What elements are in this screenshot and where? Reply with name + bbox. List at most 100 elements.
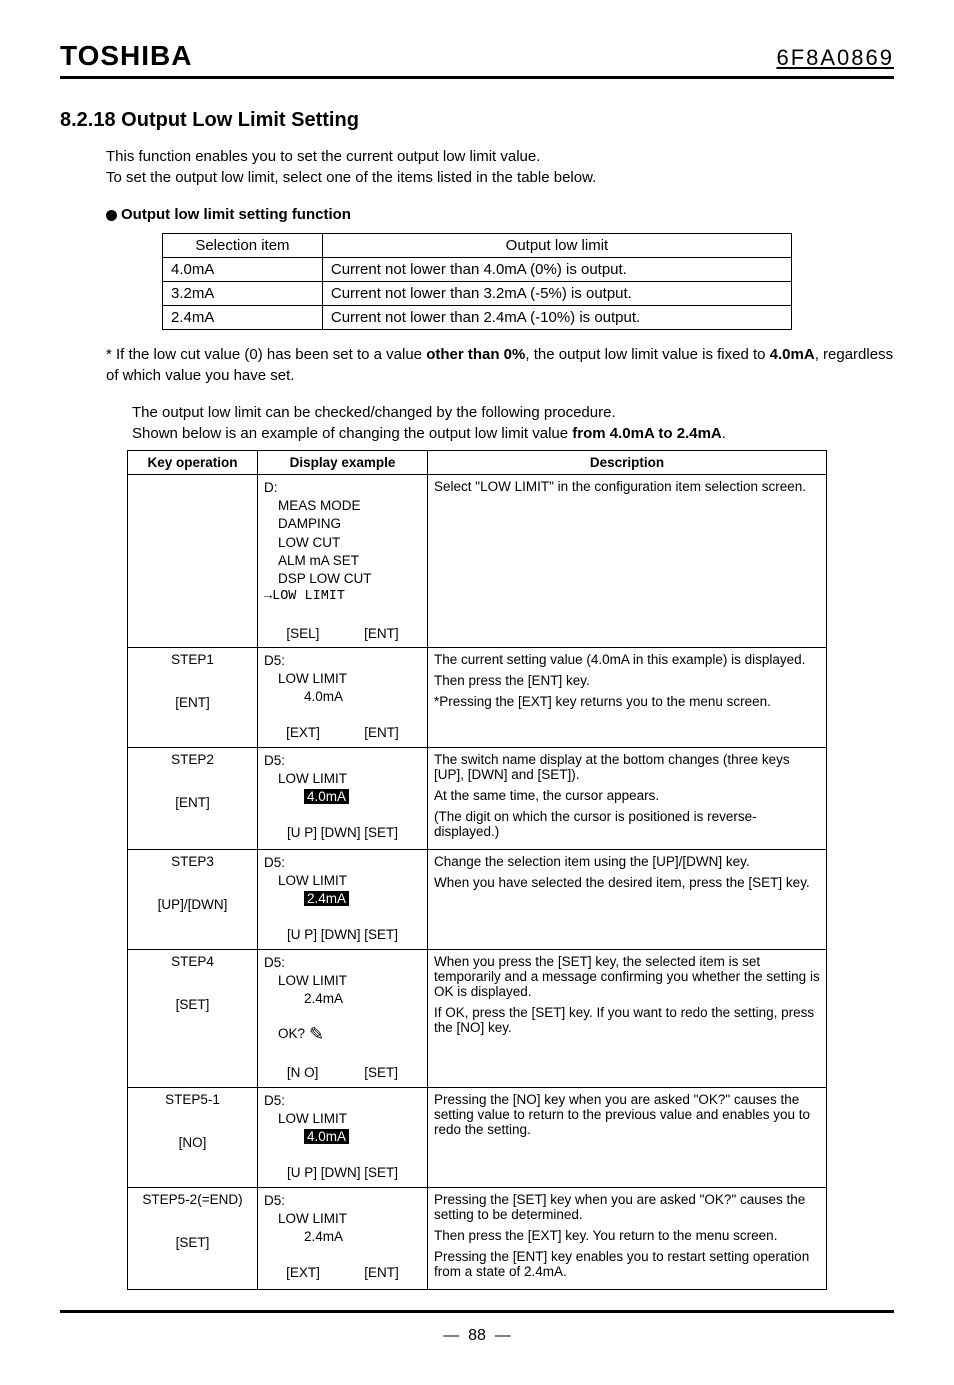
disp-header: D5: <box>264 854 421 872</box>
mid-line-2b: from 4.0mA to 2.4mA <box>572 425 721 442</box>
desc-text: Pressing the [ENT] key enables you to re… <box>434 1249 820 1279</box>
note-pre: * If the low cut value (0) has been set … <box>106 346 426 363</box>
func-cell: 2.4mA <box>163 306 323 330</box>
step-label: STEP5-1 <box>134 1092 251 1107</box>
desc-text: Select "LOW LIMIT" in the configuration … <box>434 479 820 494</box>
display-cell: D5: LOW LIMIT 4.0mA [EXT] [ENT] <box>258 647 428 747</box>
note-text: * If the low cut value (0) has been set … <box>106 344 894 386</box>
steps-th-2: Display example <box>258 451 428 475</box>
disp-line: LOW LIMIT <box>264 972 421 990</box>
section-heading: Output Low Limit Setting <box>121 109 359 131</box>
desc-text: Change the selection item using the [UP]… <box>434 854 820 869</box>
pencil-icon: ✎ <box>309 1022 324 1046</box>
softkey-label: [U P] [DWN] [SET] <box>287 1164 398 1182</box>
disp-header: D5: <box>264 1192 421 1210</box>
intro-line-1: This function enables you to set the cur… <box>106 146 894 167</box>
intro-text: This function enables you to set the cur… <box>106 146 894 188</box>
disp-header: D5: <box>264 752 421 770</box>
key-label: [ENT] <box>134 795 251 810</box>
softkey-label: [ENT] <box>364 724 399 742</box>
func-cell: Current not lower than 4.0mA (0%) is out… <box>322 258 791 282</box>
menu-item: ALM mA SET <box>264 552 421 570</box>
display-cell: D: MEAS MODE DAMPING LOW CUT ALM mA SET … <box>258 475 428 648</box>
disp-line: LOW LIMIT <box>264 872 421 890</box>
display-cell: D5: LOW LIMIT 2.4mA [EXT] [ENT] <box>258 1187 428 1289</box>
ok-prompt: OK? <box>278 1025 305 1043</box>
desc-cell: Select "LOW LIMIT" in the configuration … <box>428 475 827 648</box>
key-op-cell: STEP5-2(=END) [SET] <box>128 1187 258 1289</box>
disp-value: 2.4mA <box>264 1228 421 1246</box>
disp-value-inverted: 4.0mA <box>304 1129 349 1144</box>
func-cell: Current not lower than 3.2mA (-5%) is ou… <box>322 282 791 306</box>
key-label: [UP]/[DWN] <box>134 897 251 912</box>
softkey-label: [SEL] <box>286 625 319 643</box>
display-cell: D5: LOW LIMIT 4.0mA [U P] [DWN] [SET] <box>258 747 428 849</box>
func-cell: Current not lower than 2.4mA (-10%) is o… <box>322 306 791 330</box>
menu-item: LOW CUT <box>264 534 421 552</box>
table-row: STEP4 [SET] D5: LOW LIMIT 2.4mA OK? ✎ [N… <box>128 949 827 1087</box>
desc-cell: Pressing the [NO] key when you are asked… <box>428 1087 827 1187</box>
desc-text: At the same time, the cursor appears. <box>434 788 820 803</box>
desc-text: Pressing the [NO] key when you are asked… <box>434 1092 820 1137</box>
disp-header: D5: <box>264 954 421 972</box>
menu-item: DAMPING <box>264 515 421 533</box>
brand-logo: TOSHIBA <box>60 40 193 72</box>
desc-cell: Pressing the [SET] key when you are aske… <box>428 1187 827 1289</box>
sub-heading: Output low limit setting function <box>106 206 894 223</box>
softkey-label: [EXT] <box>286 724 320 742</box>
note-mid: , the output low limit value is fixed to <box>525 346 769 363</box>
func-cell: 4.0mA <box>163 258 323 282</box>
func-cell: 3.2mA <box>163 282 323 306</box>
softkey-label: [U P] [DWN] [SET] <box>287 824 398 842</box>
table-row: 3.2mA Current not lower than 3.2mA (-5%)… <box>163 282 792 306</box>
softkey-label: [U P] [DWN] [SET] <box>287 926 398 944</box>
disp-line: LOW LIMIT <box>264 670 421 688</box>
desc-cell: The current setting value (4.0mA in this… <box>428 647 827 747</box>
intro-line-2: To set the output low limit, select one … <box>106 167 894 188</box>
key-op-cell <box>128 475 258 648</box>
desc-text: Then press the [EXT] key. You return to … <box>434 1228 820 1243</box>
disp-header: D5: <box>264 652 421 670</box>
softkey-label: [ENT] <box>364 625 399 643</box>
menu-item: DSP LOW CUT <box>264 570 421 588</box>
section-title: 8.2.18 Output Low Limit Setting <box>60 109 894 132</box>
disp-header: D5: <box>264 1092 421 1110</box>
desc-text: If OK, press the [SET] key. If you want … <box>434 1005 820 1035</box>
disp-line: LOW LIMIT <box>264 1110 421 1128</box>
desc-cell: When you press the [SET] key, the select… <box>428 949 827 1087</box>
note-bold2: 4.0mA <box>770 346 815 363</box>
softkey-label: [ENT] <box>364 1264 399 1282</box>
desc-cell: The switch name display at the bottom ch… <box>428 747 827 849</box>
softkey-label: [SET] <box>364 1064 398 1082</box>
desc-text: The switch name display at the bottom ch… <box>434 752 820 782</box>
table-row: STEP3 [UP]/[DWN] D5: LOW LIMIT 2.4mA [U … <box>128 849 827 949</box>
disp-value-inverted: 2.4mA <box>304 891 349 906</box>
key-op-cell: STEP1 [ENT] <box>128 647 258 747</box>
key-label: [SET] <box>134 997 251 1012</box>
desc-text: When you have selected the desired item,… <box>434 875 820 890</box>
step-label: STEP1 <box>134 652 251 667</box>
function-table: Selection item Output low limit 4.0mA Cu… <box>162 233 792 330</box>
func-th-2: Output low limit <box>322 234 791 258</box>
display-cell: D5: LOW LIMIT 2.4mA [U P] [DWN] [SET] <box>258 849 428 949</box>
steps-table: Key operation Display example Descriptio… <box>127 450 827 1290</box>
softkey-label: [EXT] <box>286 1264 320 1282</box>
key-op-cell: STEP5-1 [NO] <box>128 1087 258 1187</box>
menu-item-selected: →LOW LIMIT <box>264 588 421 606</box>
desc-text: Pressing the [SET] key when you are aske… <box>434 1192 820 1222</box>
table-row: STEP1 [ENT] D5: LOW LIMIT 4.0mA [EXT] [E… <box>128 647 827 747</box>
table-row: D: MEAS MODE DAMPING LOW CUT ALM mA SET … <box>128 475 827 648</box>
procedure-intro: The output low limit can be checked/chan… <box>132 402 894 444</box>
disp-value: 4.0mA <box>264 688 421 706</box>
softkey-label: [N O] <box>287 1064 319 1082</box>
func-th-1: Selection item <box>163 234 323 258</box>
section-number: 8.2.18 <box>60 109 116 131</box>
table-row: STEP5-1 [NO] D5: LOW LIMIT 4.0mA [U P] [… <box>128 1087 827 1187</box>
mid-line-2c: . <box>722 425 726 442</box>
menu-item: MEAS MODE <box>264 497 421 515</box>
step-label: STEP3 <box>134 854 251 869</box>
desc-text: The current setting value (4.0mA in this… <box>434 652 820 667</box>
steps-th-3: Description <box>428 451 827 475</box>
page-footer: — 88 — <box>60 1310 894 1345</box>
mid-line-2a: Shown below is an example of changing th… <box>132 425 572 442</box>
